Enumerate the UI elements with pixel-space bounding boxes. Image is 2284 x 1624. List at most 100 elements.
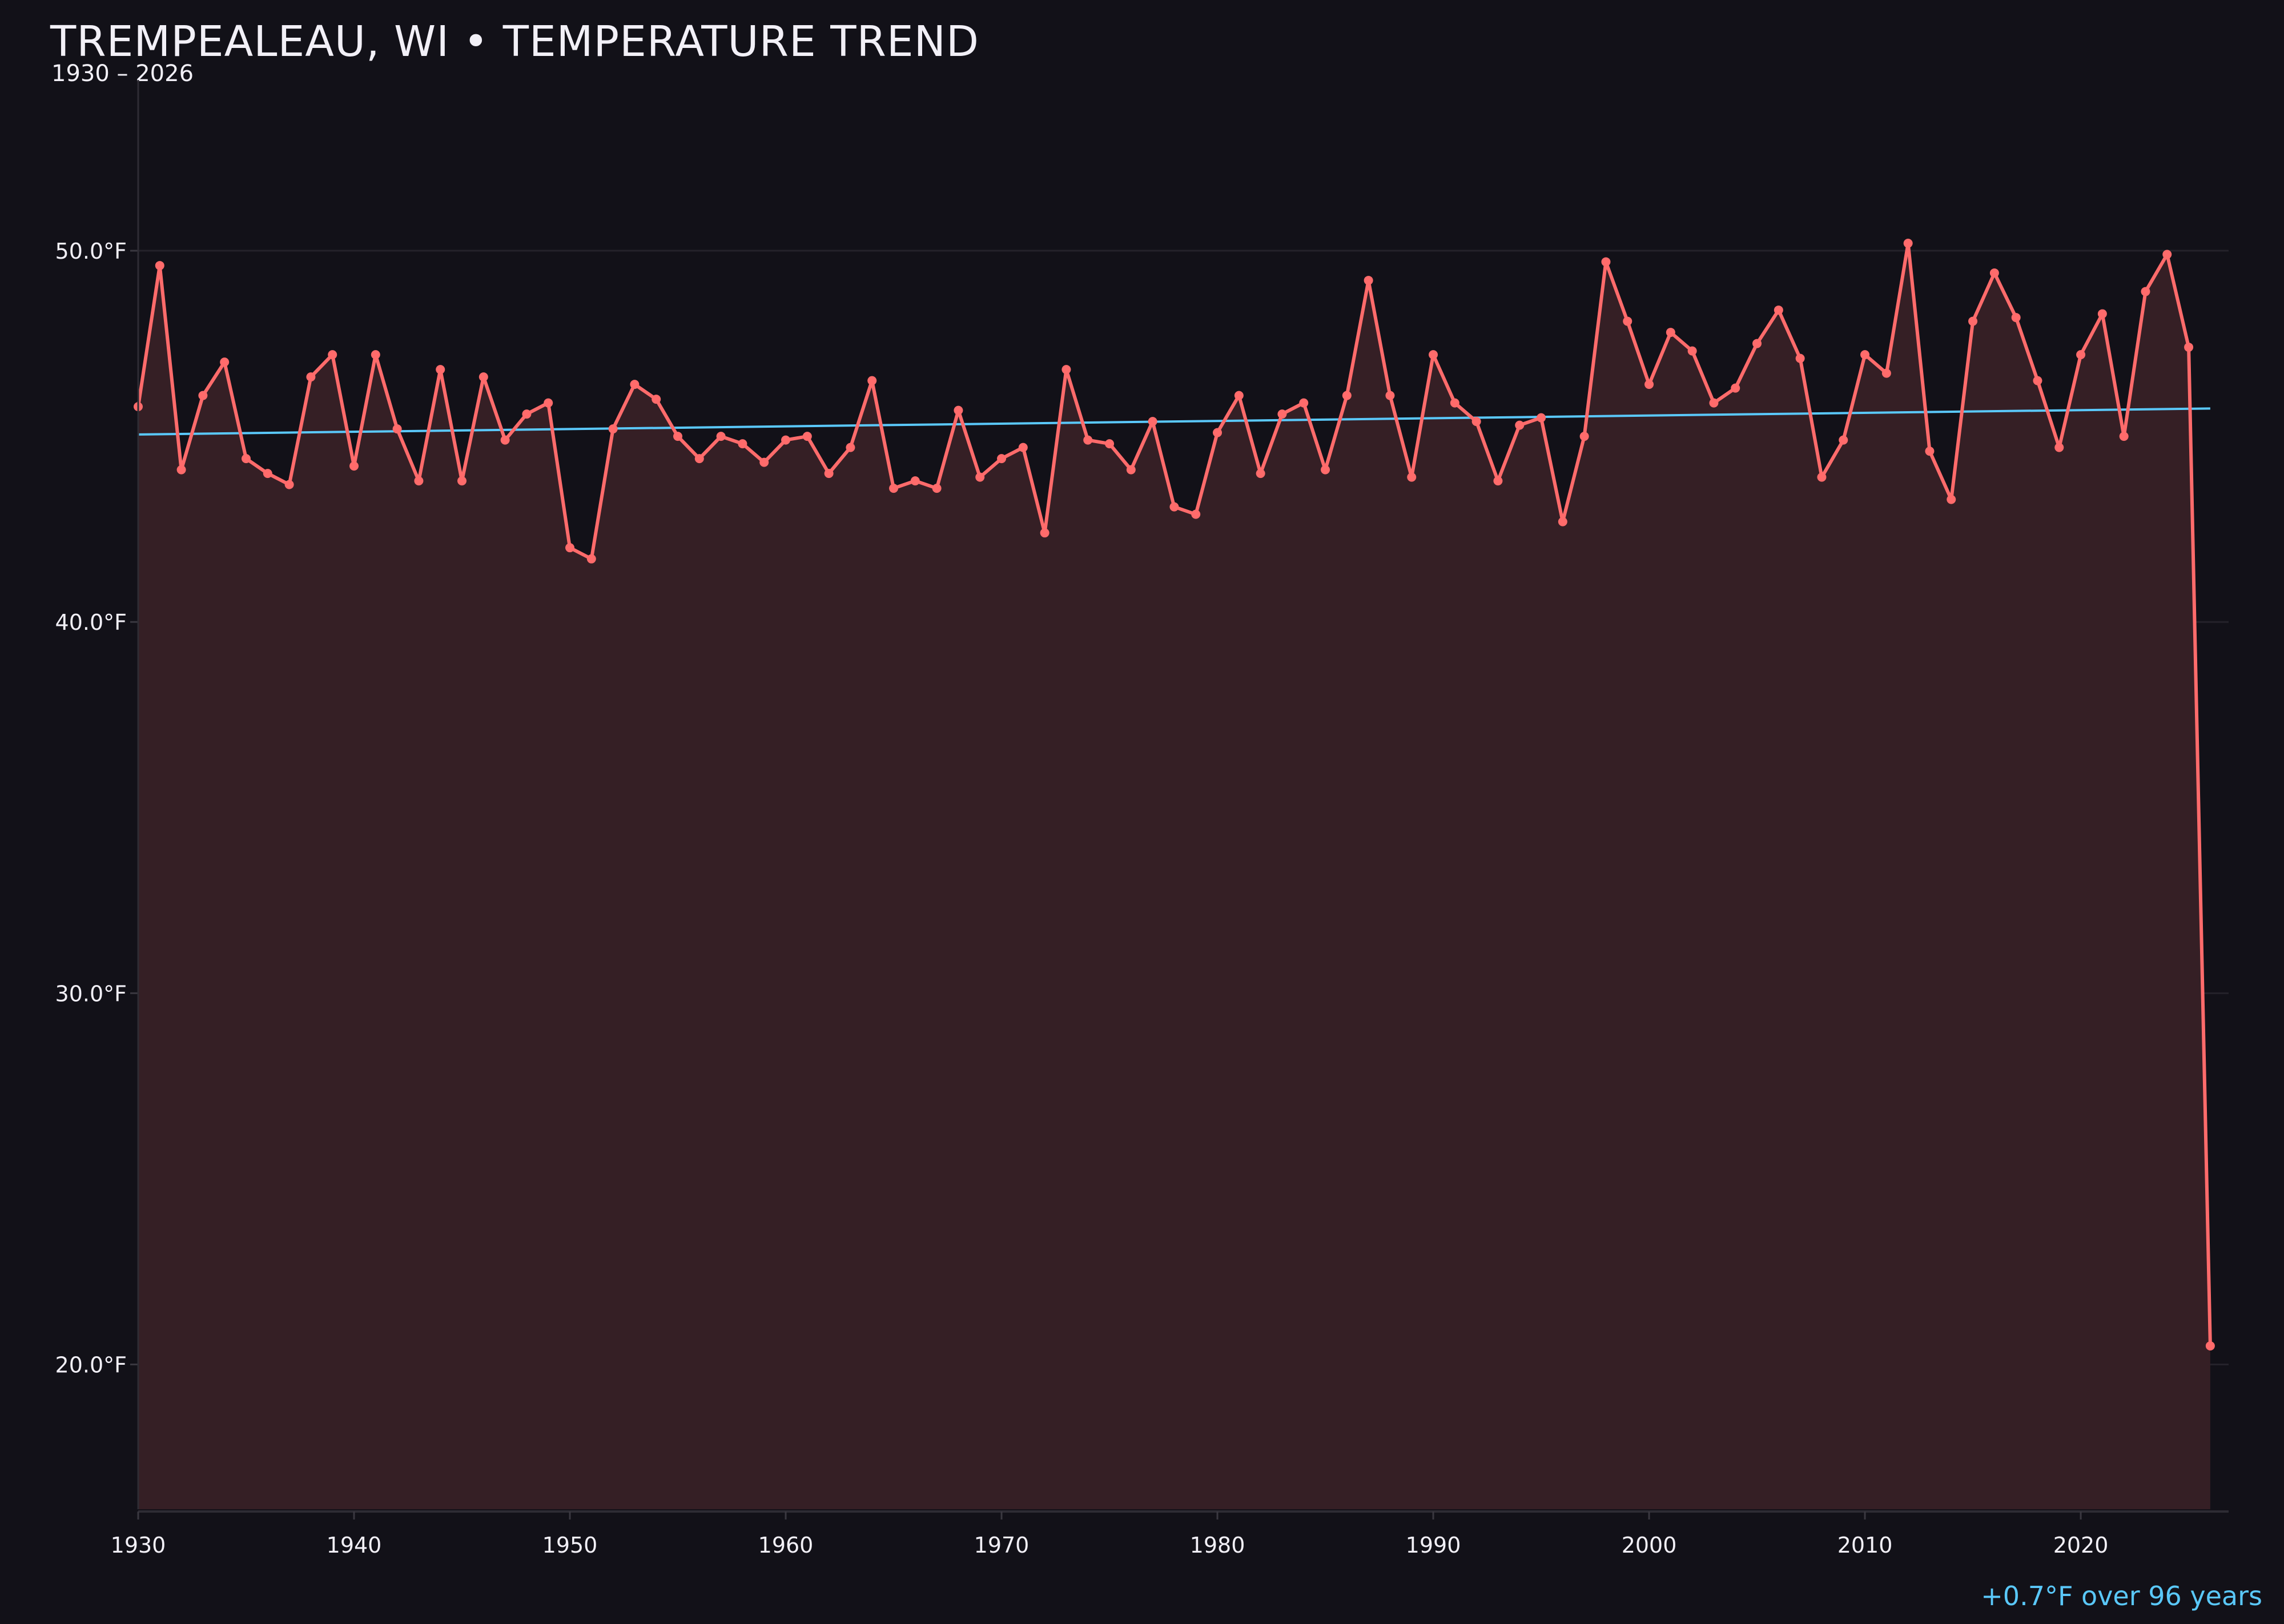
data-point [1126, 465, 1136, 475]
x-tick-label: 1950 [542, 1533, 598, 1558]
data-point [1666, 328, 1675, 337]
data-point [2076, 350, 2086, 360]
data-point [1364, 276, 1373, 286]
data-point [176, 465, 186, 475]
data-point [1644, 380, 1654, 389]
data-point [932, 484, 942, 493]
x-tick-label: 2020 [2053, 1533, 2109, 1558]
data-point [1018, 443, 1028, 452]
x-tick-label: 1940 [327, 1533, 382, 1558]
data-point [1731, 383, 1740, 393]
data-point [1881, 368, 1891, 378]
data-point [2184, 343, 2194, 352]
data-point [1515, 420, 1525, 430]
data-point [824, 469, 834, 479]
data-point [1299, 398, 1309, 408]
chart-subtitle: 1930 – 2026 [51, 61, 194, 87]
data-point [414, 476, 424, 486]
data-point [954, 405, 963, 415]
data-point [478, 372, 488, 382]
y-tick-label: 50.0°F [55, 239, 127, 264]
data-point [392, 424, 402, 434]
data-point [436, 365, 445, 375]
data-point [975, 472, 985, 482]
data-point [263, 469, 272, 479]
data-point [2119, 432, 2129, 441]
data-point [889, 484, 899, 493]
data-point [716, 432, 726, 441]
data-point [1925, 447, 1935, 456]
data-point [781, 435, 791, 445]
data-point [1321, 465, 1330, 475]
data-point [1860, 350, 1870, 360]
data-point [652, 395, 661, 404]
y-tick-label: 30.0°F [55, 981, 127, 1006]
data-point [1234, 391, 1244, 400]
data-point [586, 554, 596, 564]
data-point [673, 432, 683, 441]
data-point [1709, 398, 1719, 408]
data-point [544, 398, 553, 408]
y-tick-label: 20.0°F [55, 1352, 127, 1377]
trend-summary: +0.7°F over 96 years [1981, 1581, 2262, 1611]
data-point [1817, 472, 1827, 482]
data-point [1105, 439, 1115, 449]
data-point [1040, 528, 1049, 538]
data-point [846, 443, 855, 452]
data-point [1385, 391, 1395, 400]
data-point [630, 380, 640, 389]
data-point [1989, 268, 1999, 278]
data-point [198, 391, 208, 400]
data-point [2141, 287, 2150, 296]
data-point [1947, 495, 1956, 504]
data-point [694, 454, 704, 464]
data-point [1687, 346, 1697, 356]
data-point [328, 350, 337, 360]
data-point [284, 480, 294, 489]
data-point [522, 409, 532, 419]
data-point [1903, 239, 1913, 248]
data-point [371, 350, 380, 360]
data-point [1795, 353, 1805, 363]
data-point [565, 543, 575, 553]
data-point [2011, 313, 2021, 323]
data-point [1839, 435, 1848, 445]
data-point [1537, 413, 1546, 423]
trend-line [138, 407, 2210, 436]
data-point [997, 454, 1007, 464]
axes: 20.0°F 30.0°F 40.0°F 50.0°F 1930 1940 1950 1960… [55, 80, 2229, 1558]
data-point [1191, 509, 1201, 519]
data-point [1579, 432, 1589, 441]
data-point [1169, 502, 1179, 512]
x-tick-label: 1990 [1406, 1533, 1461, 1558]
data-point [1493, 476, 1503, 486]
data-points [134, 239, 2215, 1350]
data-point [1277, 409, 1287, 419]
data-point [1083, 435, 1093, 445]
data-point [1558, 517, 1567, 526]
data-point [2162, 250, 2172, 259]
data-point [1623, 316, 1632, 326]
data-point [500, 435, 510, 445]
data-point [1429, 350, 1438, 360]
data-point [867, 376, 877, 385]
data-point [608, 424, 618, 434]
data-point [2054, 443, 2064, 452]
data-point [242, 454, 251, 464]
data-point [2097, 309, 2107, 319]
data-point [457, 476, 467, 486]
x-tick-label: 1960 [758, 1533, 814, 1558]
data-point [738, 439, 747, 449]
x-tick-label: 1930 [111, 1533, 166, 1558]
data-point [1471, 417, 1481, 427]
data-point [1256, 469, 1265, 479]
data-point [220, 357, 230, 367]
x-tick-label: 2010 [1837, 1533, 1893, 1558]
data-point [2033, 376, 2042, 385]
data-point [1061, 365, 1071, 375]
data-point [2205, 1341, 2215, 1350]
data-point [1752, 339, 1762, 348]
area-fill [138, 243, 2210, 1509]
data-point [1407, 472, 1417, 482]
